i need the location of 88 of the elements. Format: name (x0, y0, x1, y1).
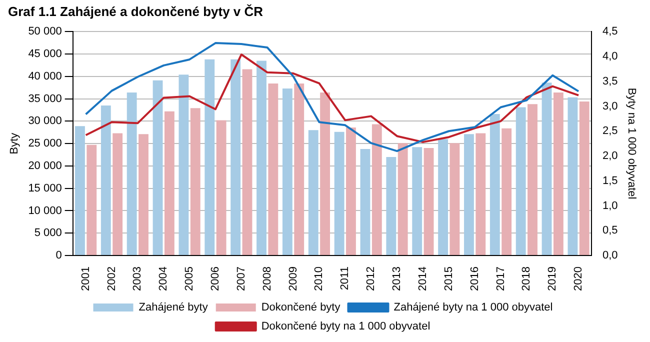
y-tick-label: 5 000 (34, 227, 62, 240)
y-tick-label: 40 000 (28, 70, 62, 82)
x-tick-label: 2008 (261, 266, 274, 292)
x-tick-label: 2014 (416, 266, 429, 292)
bar (230, 59, 241, 256)
y-tick-label: 20 000 (28, 160, 62, 172)
y-tick-label: 25 000 (28, 138, 62, 150)
bar (528, 104, 538, 256)
bar (542, 82, 552, 256)
bar (386, 157, 396, 256)
bar (138, 134, 148, 256)
y2-tick-label: 3,5 (602, 75, 618, 88)
x-tick-label: 2020 (572, 266, 585, 292)
bar (553, 92, 564, 256)
bar (152, 80, 163, 256)
bar (476, 133, 486, 256)
bar (398, 143, 408, 256)
bar (112, 133, 123, 256)
bar (320, 92, 330, 256)
y-tick-label: 15 000 (28, 182, 62, 194)
y2-tick-label: 0,5 (602, 224, 618, 237)
bar (568, 97, 578, 256)
bar (450, 143, 460, 256)
bar (334, 132, 344, 256)
bar (242, 69, 252, 256)
y2-tick-label: 4,0 (602, 50, 618, 63)
bar (268, 84, 278, 256)
y-tick-label: 10 000 (28, 204, 62, 217)
legend-label: Dokončené byty (261, 302, 341, 314)
x-tick-label: 2006 (210, 266, 222, 292)
x-tick-label: 2012 (365, 266, 378, 292)
bar (579, 101, 590, 256)
y2-axis-title: Byty na 1 000 obyvatel (625, 88, 638, 200)
bar (346, 127, 356, 256)
bar (360, 148, 370, 256)
bar (372, 124, 382, 256)
bar (256, 60, 266, 256)
bar (75, 126, 85, 256)
x-tick-label: 2001 (80, 266, 92, 292)
y-tick-label: 35 000 (28, 92, 62, 105)
x-tick-label: 2018 (520, 266, 533, 292)
bar (464, 134, 474, 256)
x-tick-label: 2015 (442, 266, 455, 292)
legend-label: Zahájené byty na 1 000 obyvatel (394, 302, 553, 314)
y2-tick-label: 4,5 (602, 26, 618, 38)
x-tick-label: 2016 (468, 266, 481, 292)
bar (294, 84, 304, 256)
bar (190, 108, 200, 256)
x-tick-label: 2005 (184, 266, 196, 292)
y2-tick-label: 1,0 (602, 200, 618, 212)
y-tick-label: 30 000 (28, 115, 62, 128)
y2-tick-label: 2,0 (602, 150, 618, 162)
x-tick-label: 2017 (494, 266, 507, 292)
x-tick-label: 2019 (546, 266, 559, 292)
bar (100, 105, 111, 256)
chart-title: Graf 1.1 Zahájené a dokončené byty v ČR (8, 4, 264, 19)
bar (424, 148, 434, 256)
bar (282, 88, 292, 256)
y-tick-label: 0 (56, 250, 62, 262)
y2-tick-label: 1,5 (602, 174, 618, 187)
bar (490, 114, 500, 256)
bar (412, 147, 422, 256)
x-tick-label: 2002 (106, 266, 118, 292)
y2-tick-label: 0,0 (602, 250, 618, 262)
bar (86, 144, 97, 256)
x-tick-label: 2010 (313, 266, 326, 292)
bar (164, 111, 174, 256)
bar (438, 139, 448, 256)
y-tick-label: 50 000 (28, 26, 62, 38)
y-tick-label: 45 000 (28, 48, 62, 60)
legend-label: Zahájené byty (138, 302, 208, 314)
y2-tick-label: 2,5 (602, 125, 618, 138)
bar (216, 120, 226, 256)
y2-tick-label: 3,0 (602, 100, 618, 112)
bar (126, 92, 137, 256)
legend-label: Dokončené byty na 1 000 obyvatel (261, 320, 430, 333)
x-tick-label: 2007 (235, 266, 248, 292)
bar (516, 107, 526, 256)
x-tick-label: 2004 (158, 266, 170, 292)
x-tick-label: 2009 (287, 266, 300, 292)
bar (204, 59, 215, 256)
x-tick-label: 2013 (391, 266, 404, 292)
x-tick-label: 2003 (132, 266, 144, 292)
x-tick-label: 2011 (339, 266, 352, 290)
bar (178, 74, 189, 256)
bar (308, 130, 318, 256)
bar (502, 128, 512, 256)
y-axis-title: Byty (8, 132, 21, 154)
